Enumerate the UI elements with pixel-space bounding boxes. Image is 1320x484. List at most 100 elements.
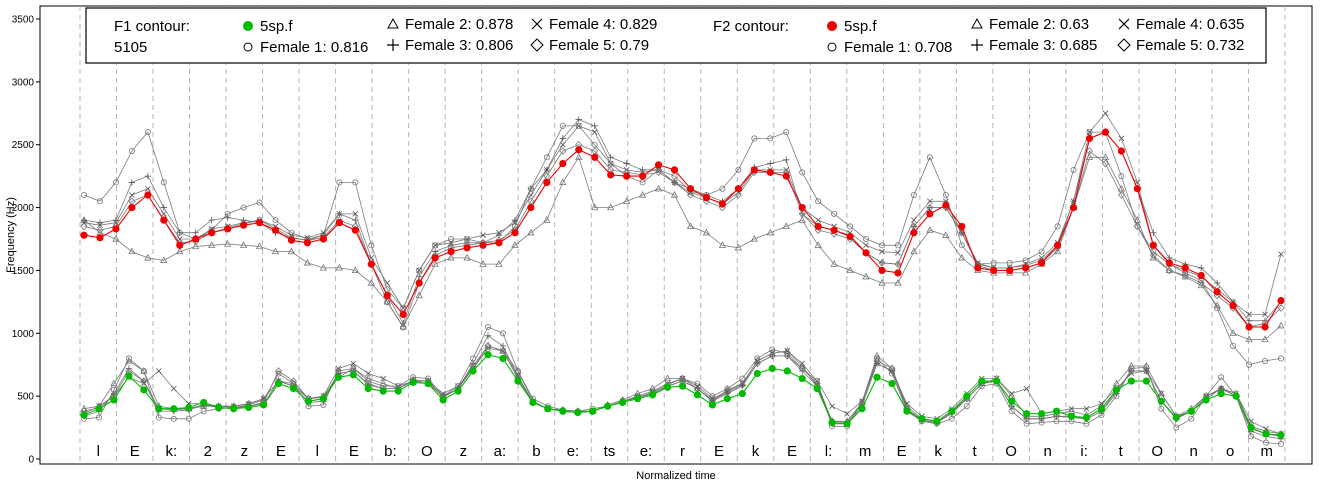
- data-point: [1069, 203, 1078, 212]
- legend-label: 5sp.f: [844, 18, 877, 35]
- data-point: [926, 226, 934, 233]
- data-point: [799, 169, 806, 176]
- data-point: [678, 382, 687, 390]
- data-point: [639, 179, 646, 186]
- y-tick-label: 2000: [12, 203, 35, 214]
- data-point: [1165, 259, 1173, 267]
- data-point: [208, 216, 215, 224]
- segment-label: k: [752, 443, 760, 460]
- data-point: [559, 141, 566, 148]
- data-point: [95, 414, 102, 421]
- data-point: [735, 166, 742, 173]
- data-point: [782, 222, 790, 230]
- legend-label: Female 5: 0.732: [1136, 37, 1244, 54]
- data-point: [622, 197, 631, 204]
- data-point: [170, 405, 178, 413]
- data-point: [319, 235, 328, 243]
- data-point: [447, 253, 455, 261]
- legend-entry: Female 2: 0.63: [971, 16, 1089, 33]
- data-point: [128, 147, 135, 154]
- data-point: [878, 278, 886, 286]
- data-point: [784, 348, 791, 354]
- data-point: [958, 253, 966, 261]
- data-point: [1082, 413, 1091, 422]
- data-point: [259, 401, 268, 409]
- data-point: [888, 379, 896, 388]
- data-point: [708, 401, 717, 409]
- data-point: [766, 228, 774, 236]
- legend-marker: [387, 39, 399, 51]
- legend-label: Female 2: 0.878: [405, 16, 513, 33]
- data-point: [416, 267, 423, 274]
- data-point: [575, 122, 582, 129]
- data-point: [873, 373, 881, 381]
- data-point: [1197, 279, 1205, 287]
- legend-f1-title: F1 contour:: [114, 18, 190, 35]
- data-point: [304, 397, 313, 405]
- segment-label: t: [1119, 443, 1124, 460]
- data-point: [663, 374, 672, 382]
- legend-entry: Female 1: 0.708: [827, 39, 952, 56]
- data-point: [1261, 323, 1269, 331]
- data-point: [495, 239, 503, 247]
- data-point: [798, 210, 806, 218]
- data-point: [926, 154, 933, 161]
- data-point: [215, 403, 223, 412]
- data-point: [718, 241, 727, 248]
- data-point: [367, 278, 375, 286]
- data-point: [878, 259, 886, 267]
- data-point: [543, 154, 550, 161]
- data-point: [319, 263, 328, 271]
- y-tick-label: 1500: [12, 266, 35, 277]
- data-point: [1261, 335, 1269, 343]
- data-point: [96, 198, 103, 205]
- data-point: [125, 372, 133, 380]
- data-point: [1278, 355, 1285, 362]
- data-point: [140, 377, 148, 385]
- data-point: [574, 408, 582, 417]
- data-point: [144, 172, 152, 180]
- data-point: [365, 370, 372, 377]
- data-point: [1213, 279, 1221, 287]
- data-point: [723, 395, 731, 403]
- data-point: [559, 122, 566, 129]
- data-point: [963, 403, 970, 410]
- segment-label: O: [1005, 443, 1017, 460]
- data-point: [1263, 439, 1270, 446]
- data-point: [1149, 241, 1157, 249]
- data-point: [1262, 311, 1268, 318]
- data-point: [1188, 415, 1195, 422]
- data-point: [1008, 402, 1016, 410]
- data-point: [709, 395, 716, 402]
- data-point: [320, 229, 327, 236]
- data-point: [1133, 185, 1141, 193]
- data-point: [128, 203, 136, 212]
- data-point: [110, 396, 118, 404]
- data-point: [958, 242, 965, 249]
- data-point: [844, 410, 850, 417]
- data-point: [496, 229, 502, 236]
- data-point: [511, 229, 519, 237]
- data-point: [738, 381, 746, 389]
- data-point: [176, 247, 184, 255]
- legend-marker: [1118, 18, 1130, 30]
- data-point: [831, 210, 838, 217]
- data-point: [367, 260, 375, 268]
- segment-label: E: [787, 443, 797, 460]
- data-point: [454, 387, 462, 395]
- data-point: [415, 273, 423, 280]
- segment-label: o: [1226, 443, 1234, 460]
- data-point: [910, 229, 918, 237]
- legend-entry: Female 3: 0.685: [971, 37, 1097, 54]
- data-point: [272, 217, 279, 224]
- data-point: [144, 185, 151, 192]
- data-point: [1022, 264, 1030, 272]
- data-point: [990, 266, 998, 275]
- data-point: [607, 154, 614, 161]
- data-point: [160, 256, 168, 263]
- legend-label: Female 3: 0.806: [405, 37, 513, 54]
- segment-gridlines: [79, 6, 1286, 464]
- data-point: [1102, 110, 1109, 117]
- data-point: [424, 379, 432, 388]
- data-point: [1098, 400, 1105, 407]
